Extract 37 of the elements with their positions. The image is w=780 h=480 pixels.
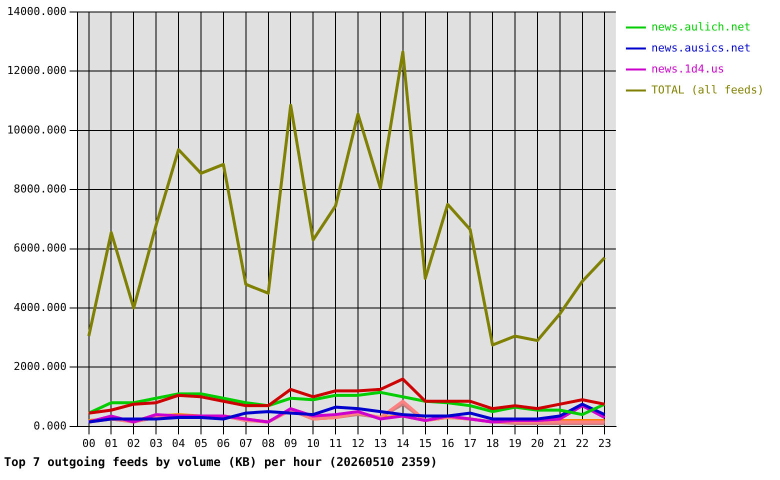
text: Top 7 outgoing feeds by volume (KB) per hour (20260510 2359) bbox=[4, 454, 438, 469]
y-tick-label: 6000.000 bbox=[14, 242, 67, 255]
x-tick-label: 15 bbox=[418, 436, 432, 450]
legend-label: news.aulich.net bbox=[651, 20, 751, 34]
y-tick-label: 12000.000 bbox=[6, 64, 67, 78]
x-tick-label: 19 bbox=[508, 436, 522, 450]
x-tick-label: 14 bbox=[396, 436, 410, 450]
y-tick-label: 14000.000 bbox=[6, 4, 67, 18]
x-tick-label: 23 bbox=[598, 436, 612, 450]
x-tick-label: 08 bbox=[262, 436, 275, 450]
legend-label: TOTAL (all feeds) bbox=[651, 83, 764, 96]
x-tick-label: 04 bbox=[172, 436, 186, 450]
x-tick-label: 02 bbox=[127, 436, 140, 450]
x-tick-label: 09 bbox=[284, 436, 298, 450]
legend-label: news.1d4.us bbox=[651, 62, 724, 76]
y-tick-label: 8000.000 bbox=[14, 182, 67, 196]
x-tick-label: 21 bbox=[553, 436, 566, 450]
x-tick-label: 06 bbox=[216, 436, 230, 450]
legend-label: news.ausics.net bbox=[651, 41, 751, 54]
x-tick-label: 16 bbox=[441, 436, 454, 450]
x-tick-label: 20 bbox=[530, 436, 544, 450]
x-tick-label: 01 bbox=[104, 436, 118, 450]
y-tick-label: 2000.000 bbox=[14, 360, 67, 374]
x-tick-label: 05 bbox=[194, 436, 208, 450]
x-tick-label: 12 bbox=[351, 436, 365, 450]
y-tick-label: 0.000 bbox=[33, 419, 67, 432]
x-tick-label: 17 bbox=[464, 436, 477, 450]
y-tick-label: 4000.000 bbox=[14, 300, 67, 314]
x-tick-label: 13 bbox=[374, 436, 388, 450]
y-tick-label: 10000.000 bbox=[6, 123, 67, 136]
x-tick-label: 18 bbox=[486, 436, 500, 450]
x-tick-label: 00 bbox=[82, 436, 96, 450]
x-tick-label: 11 bbox=[328, 436, 342, 450]
x-tick-label: 10 bbox=[306, 436, 320, 450]
x-tick-label: 22 bbox=[576, 436, 589, 450]
x-tick-label: 07 bbox=[239, 436, 252, 450]
x-tick-label: 03 bbox=[149, 436, 163, 450]
